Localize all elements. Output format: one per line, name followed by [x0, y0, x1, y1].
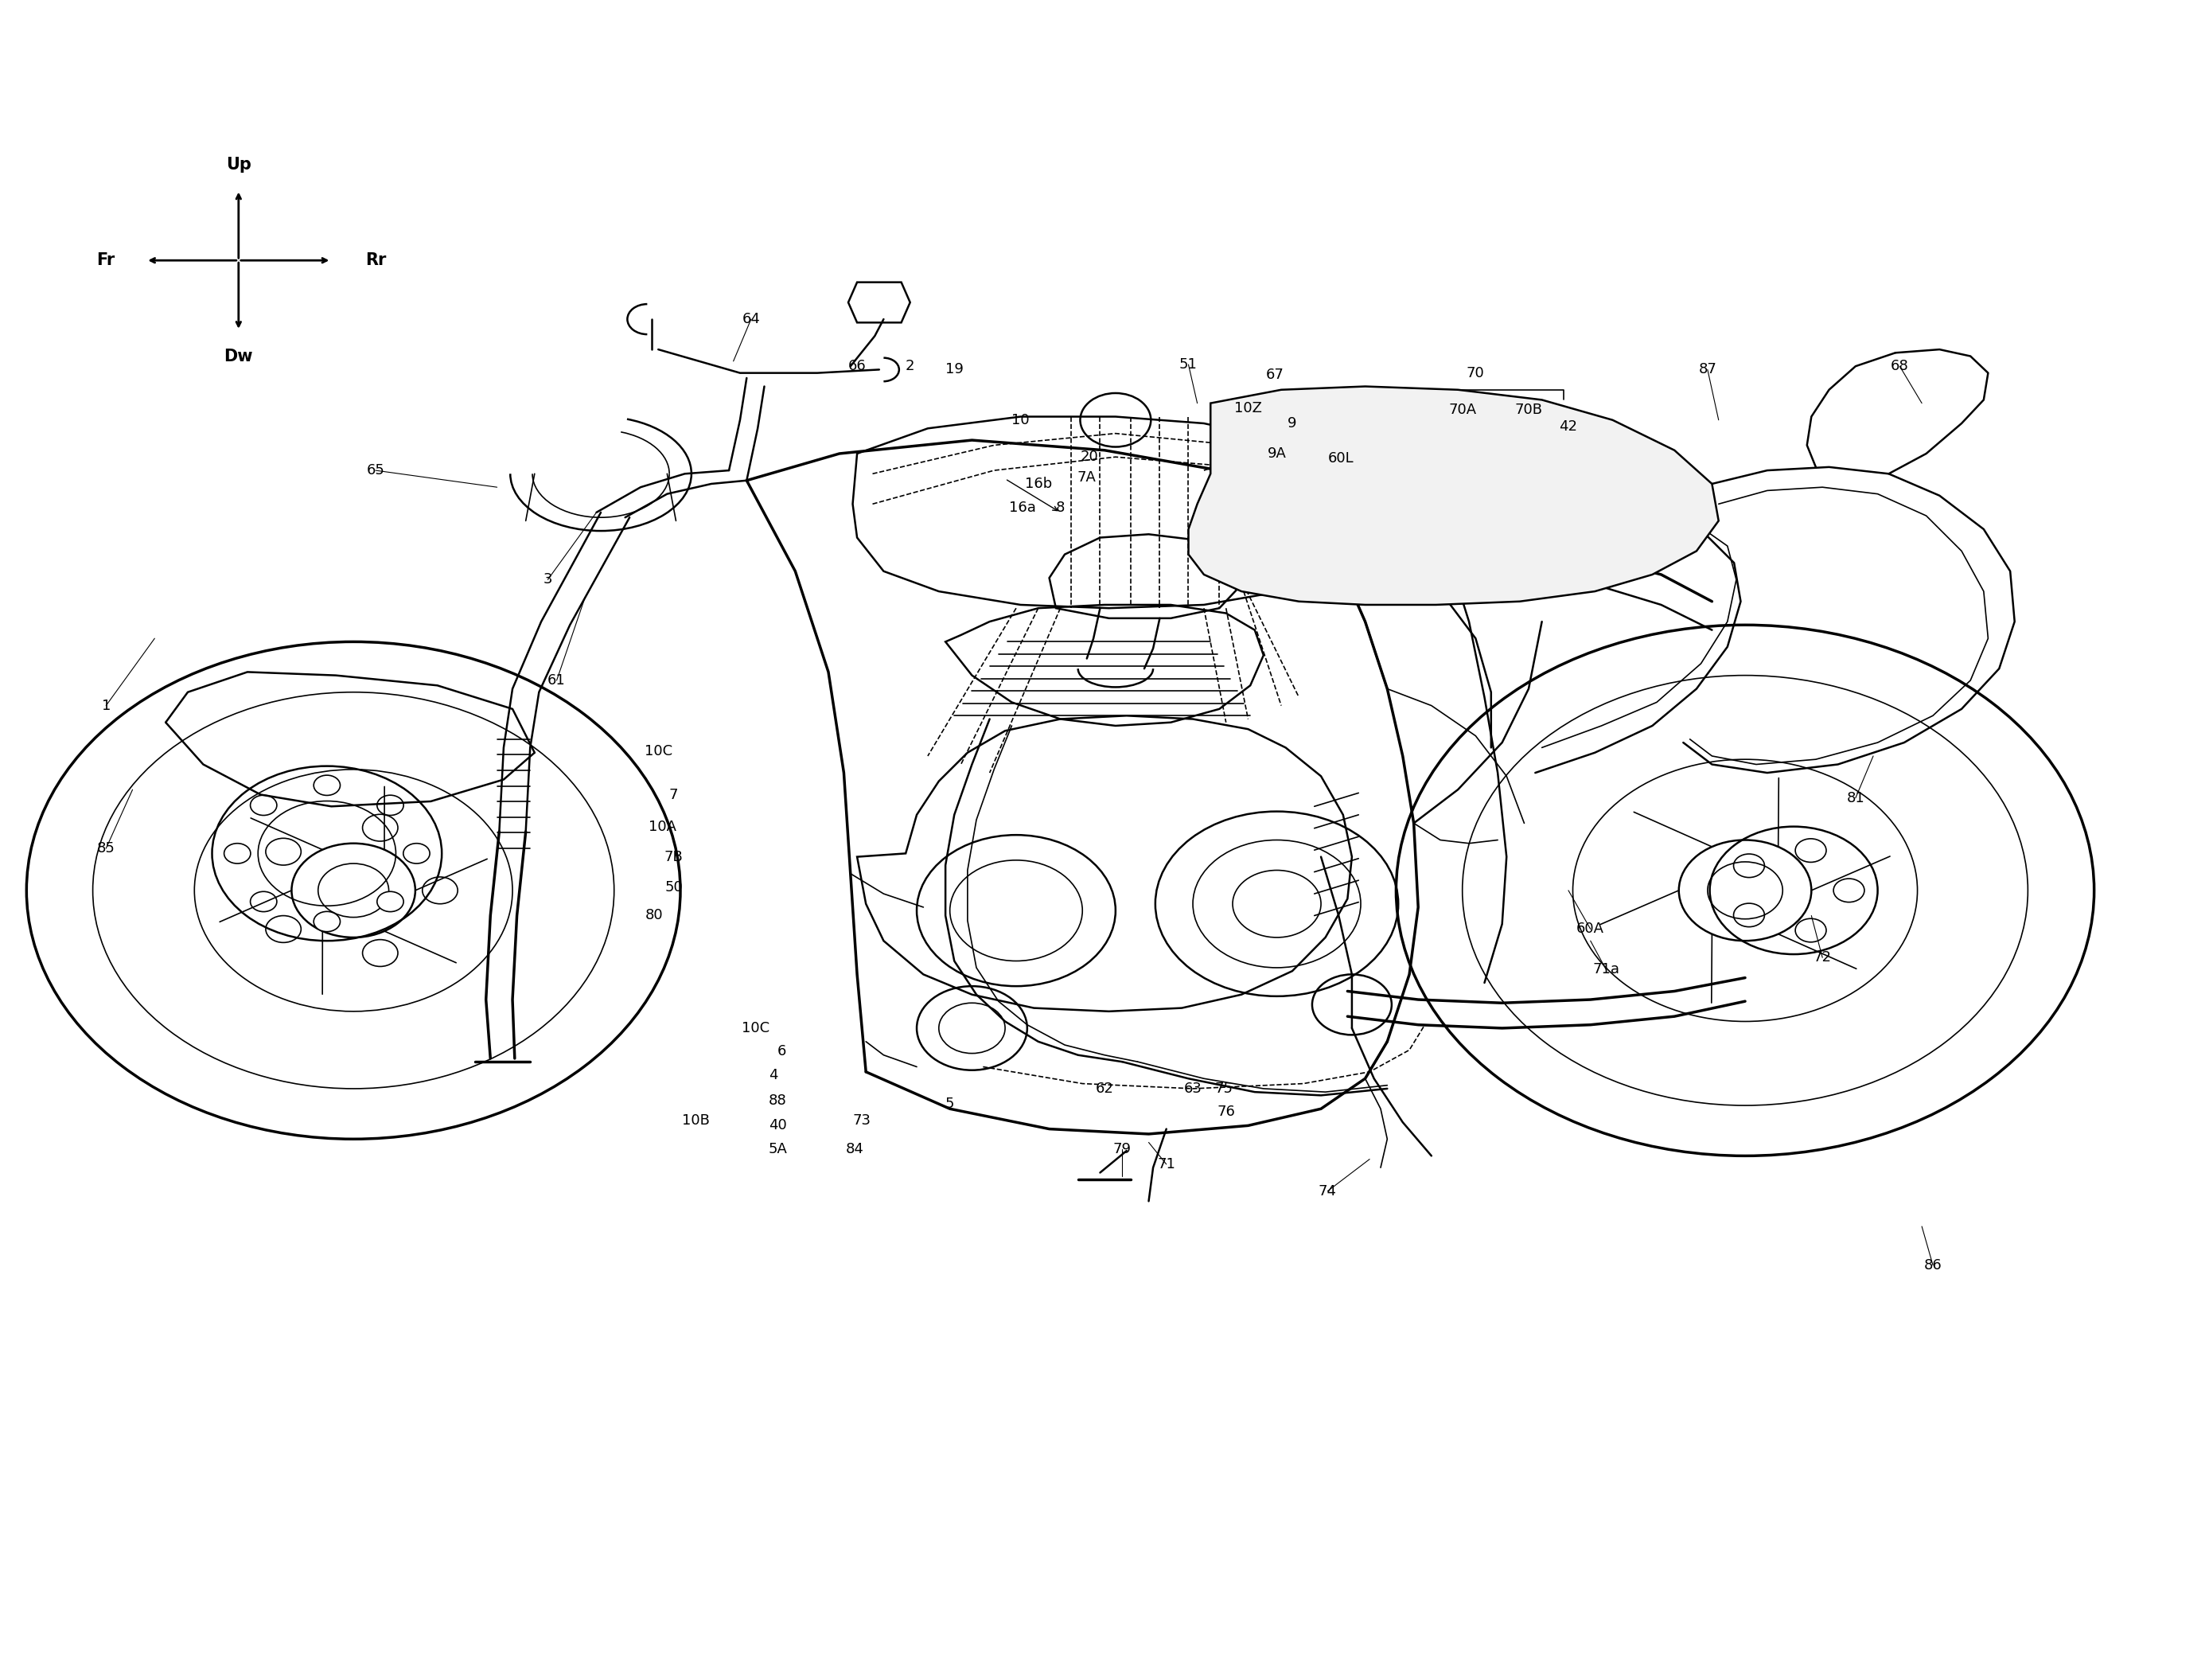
- Text: 71a: 71a: [1593, 963, 1619, 976]
- Polygon shape: [1188, 386, 1719, 605]
- Text: 62: 62: [1096, 1082, 1113, 1095]
- Text: 51: 51: [1180, 358, 1197, 371]
- Text: 42: 42: [1560, 420, 1577, 433]
- Text: 70A: 70A: [1449, 403, 1476, 417]
- Text: 7A: 7A: [1078, 470, 1096, 484]
- Text: 10A: 10A: [649, 820, 676, 833]
- Text: 10C: 10C: [645, 744, 672, 758]
- Text: Up: Up: [225, 156, 252, 173]
- Circle shape: [378, 892, 404, 912]
- Circle shape: [250, 892, 276, 912]
- Text: 9: 9: [1288, 417, 1297, 430]
- Text: 75: 75: [1215, 1082, 1233, 1095]
- Text: 1: 1: [102, 699, 110, 712]
- Text: 8: 8: [1056, 501, 1065, 514]
- Text: 87: 87: [1699, 363, 1716, 376]
- Text: 64: 64: [742, 312, 760, 326]
- Text: 63: 63: [1184, 1082, 1202, 1095]
- Text: 68: 68: [1891, 360, 1909, 373]
- Text: 5A: 5A: [769, 1142, 786, 1156]
- Text: 10: 10: [1012, 413, 1029, 427]
- Text: 9A: 9A: [1268, 447, 1286, 460]
- Text: 40: 40: [769, 1119, 786, 1132]
- Text: 10Z: 10Z: [1235, 402, 1261, 415]
- Text: 79: 79: [1113, 1142, 1131, 1156]
- Text: 5: 5: [945, 1097, 954, 1110]
- Text: 73: 73: [853, 1114, 870, 1127]
- Text: 76: 76: [1217, 1105, 1235, 1119]
- Text: Dw: Dw: [223, 348, 254, 365]
- Text: 19: 19: [945, 363, 963, 376]
- Text: 66: 66: [848, 360, 866, 373]
- Circle shape: [250, 795, 276, 815]
- Text: Rr: Rr: [364, 252, 387, 269]
- Text: 7B: 7B: [665, 850, 683, 864]
- Text: 60L: 60L: [1328, 452, 1354, 465]
- Text: 85: 85: [97, 842, 115, 855]
- Text: 88: 88: [769, 1094, 786, 1107]
- Text: 16b: 16b: [1025, 477, 1051, 491]
- Text: 86: 86: [1924, 1258, 1942, 1272]
- Text: 67: 67: [1266, 368, 1283, 381]
- Circle shape: [404, 843, 431, 864]
- Text: 6: 6: [778, 1045, 786, 1058]
- Text: 10B: 10B: [683, 1114, 709, 1127]
- Text: 71: 71: [1158, 1158, 1175, 1171]
- Text: 4: 4: [769, 1068, 778, 1082]
- Circle shape: [314, 912, 340, 932]
- Text: 70: 70: [1467, 366, 1484, 380]
- Text: 50: 50: [665, 880, 683, 894]
- Circle shape: [378, 795, 404, 815]
- Text: 72: 72: [1814, 951, 1831, 964]
- Text: 16a: 16a: [1010, 501, 1036, 514]
- Text: 3: 3: [543, 573, 552, 586]
- Text: 81: 81: [1847, 791, 1864, 805]
- Text: 61: 61: [548, 674, 566, 687]
- Text: 84: 84: [846, 1142, 864, 1156]
- Text: 60A: 60A: [1577, 922, 1604, 936]
- Text: 65: 65: [367, 464, 384, 477]
- Text: 7: 7: [669, 788, 678, 801]
- Text: 70B: 70B: [1515, 403, 1542, 417]
- Text: Fr: Fr: [97, 252, 115, 269]
- Circle shape: [314, 774, 340, 795]
- Circle shape: [223, 843, 250, 864]
- Text: 20: 20: [1080, 450, 1098, 464]
- Text: 80: 80: [645, 909, 663, 922]
- Text: 2: 2: [906, 360, 915, 373]
- Text: 74: 74: [1319, 1184, 1336, 1198]
- Text: 10C: 10C: [742, 1021, 769, 1035]
